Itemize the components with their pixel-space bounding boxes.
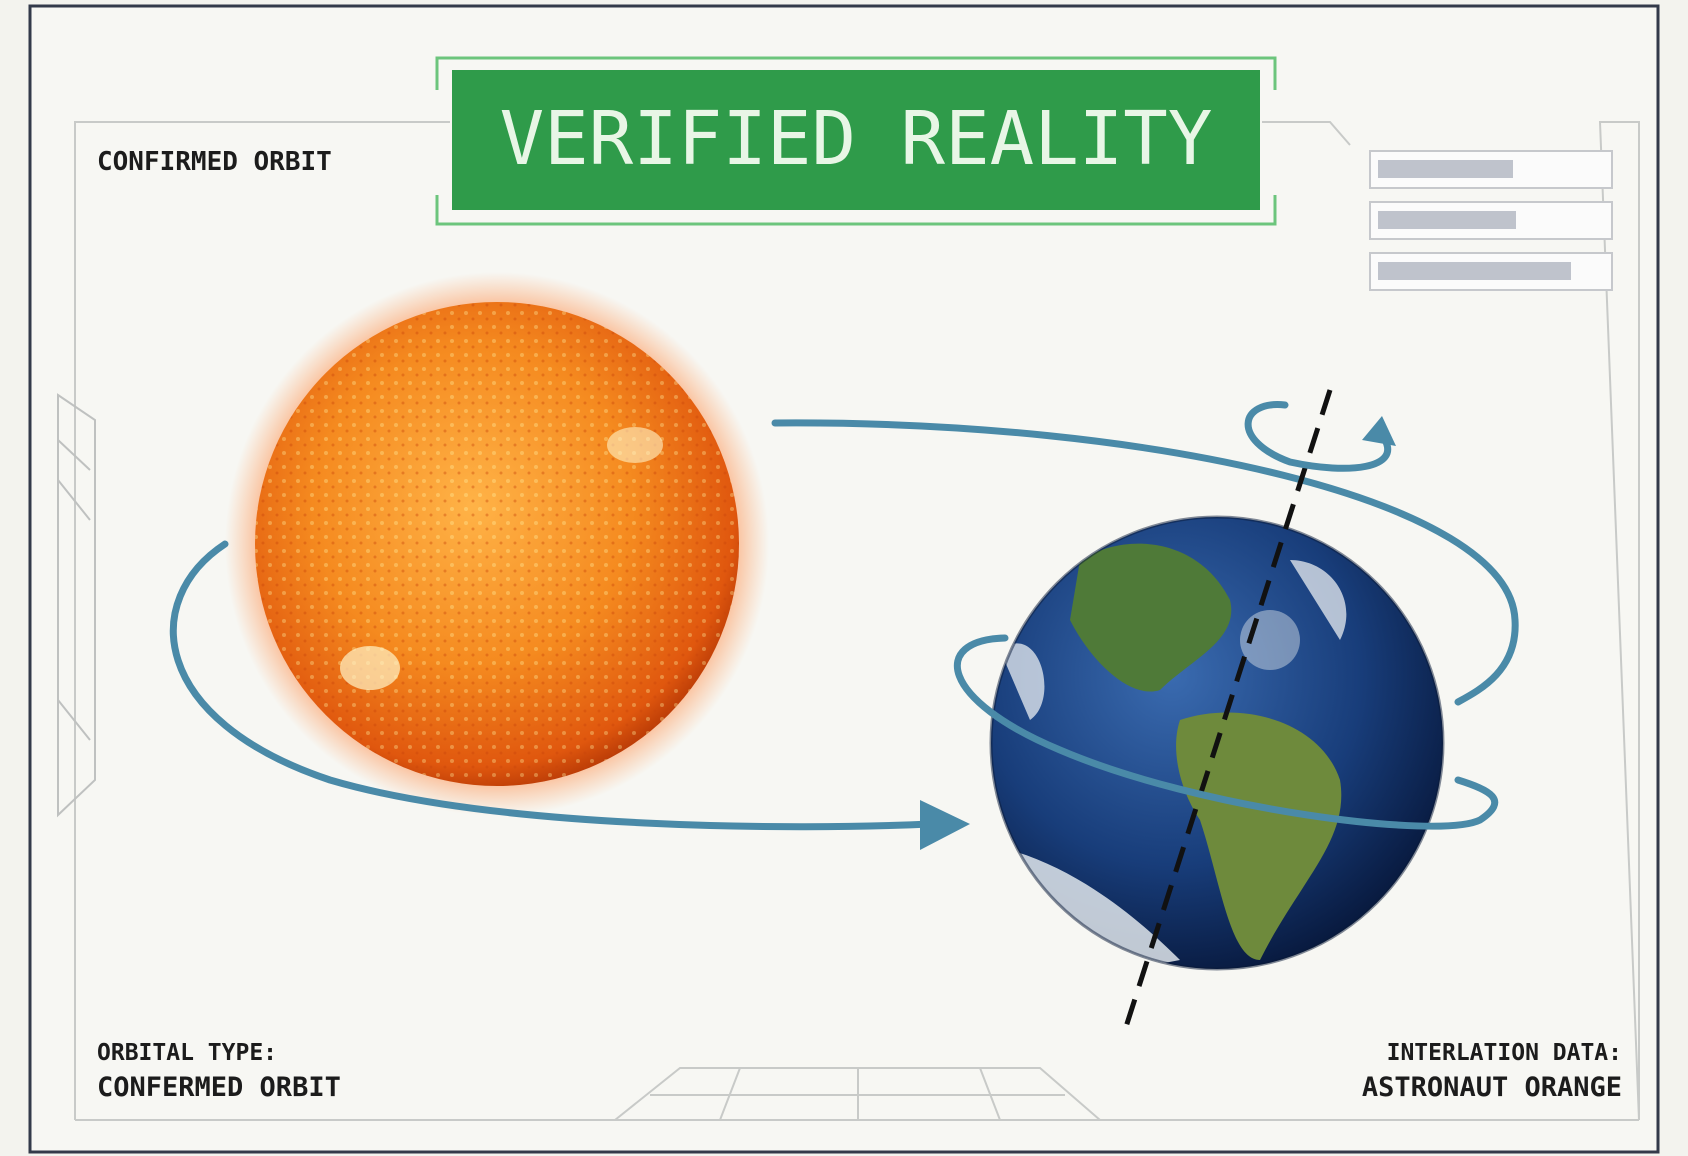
orbital-type-value: CONFERMED ORBIT — [97, 1072, 341, 1103]
status-bars — [1369, 150, 1613, 291]
top-left-label: CONFIRMED ORBIT — [97, 147, 332, 177]
rotation-ring — [953, 401, 1499, 830]
orbit-path — [169, 419, 1519, 831]
orbit-arrow — [920, 800, 970, 850]
sun — [225, 272, 769, 816]
inner-frame — [74, 121, 1640, 1121]
interlation-value: ASTRONAUT ORANGE — [1362, 1072, 1622, 1103]
floor-grid — [614, 1067, 1101, 1121]
spin-arrow — [1362, 416, 1396, 446]
interlation-heading: INTERLATION DATA: — [1387, 1040, 1622, 1066]
orbital-type-heading: ORBITAL TYPE: — [97, 1040, 277, 1066]
title: VERIFIED REALITY — [500, 96, 1213, 182]
title-bracket — [435, 56, 1277, 226]
title-box — [452, 70, 1260, 210]
side-bracket — [57, 393, 96, 818]
rotation-axis — [1122, 389, 1333, 1031]
